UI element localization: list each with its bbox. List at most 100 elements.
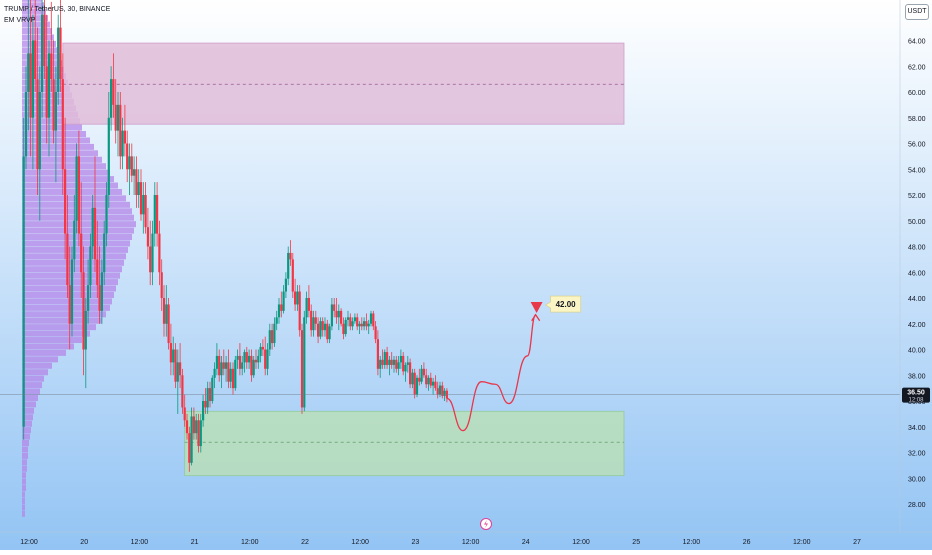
candle-body bbox=[254, 359, 258, 363]
volume-profile-bar bbox=[22, 427, 31, 434]
candle-body bbox=[57, 27, 60, 92]
volume-profile-bar bbox=[22, 176, 114, 183]
candle-body bbox=[98, 285, 101, 311]
candle-body bbox=[317, 323, 320, 337]
candle-body bbox=[305, 298, 308, 318]
volume-profile-bar bbox=[22, 369, 48, 376]
candle-body bbox=[24, 92, 28, 157]
candle-body bbox=[248, 355, 251, 363]
target-label-box[interactable] bbox=[545, 295, 581, 313]
candle-body bbox=[404, 364, 407, 372]
candle-body bbox=[146, 227, 149, 247]
candle-body bbox=[436, 388, 439, 395]
candle-body bbox=[41, 14, 44, 92]
candle-body bbox=[342, 323, 345, 335]
candle-body bbox=[165, 304, 168, 324]
candle-body bbox=[121, 130, 124, 157]
candle-body bbox=[119, 104, 122, 157]
volume-profile-bar bbox=[22, 504, 25, 511]
x-tick-label: 24 bbox=[522, 539, 530, 546]
candle-body bbox=[52, 79, 55, 131]
candle-body bbox=[176, 362, 179, 382]
volume-profile-bar bbox=[22, 394, 38, 401]
candle-body bbox=[443, 390, 446, 396]
indicator-label[interactable]: EM VRVP bbox=[4, 17, 36, 24]
candle-body bbox=[91, 207, 94, 247]
volume-profile-bar bbox=[22, 291, 114, 298]
candle-body bbox=[415, 377, 419, 395]
candle-body bbox=[229, 368, 232, 382]
x-tick-label: 12:00 bbox=[131, 539, 149, 546]
candle-body bbox=[358, 323, 361, 327]
candle-body bbox=[392, 359, 396, 365]
current-price-value: 36.50 bbox=[907, 390, 925, 397]
volume-profile-bar bbox=[22, 420, 32, 427]
candle-body bbox=[218, 355, 221, 376]
candle-body bbox=[303, 317, 306, 408]
volume-profile-bar bbox=[22, 362, 52, 369]
candle-body bbox=[215, 355, 218, 369]
volume-profile-bar bbox=[22, 465, 27, 472]
candle-body bbox=[158, 233, 161, 273]
candle-body bbox=[236, 355, 239, 360]
candle-body bbox=[87, 285, 90, 311]
x-tick-label: 12:00 bbox=[351, 539, 369, 546]
volume-profile-bar bbox=[22, 182, 118, 189]
candle-body bbox=[144, 195, 147, 228]
candle-body bbox=[282, 291, 285, 311]
candle-body bbox=[300, 330, 304, 408]
x-tick-label: 20 bbox=[80, 539, 88, 546]
candle-body bbox=[238, 355, 241, 369]
volume-profile-bar bbox=[22, 510, 25, 517]
candle-body bbox=[434, 381, 437, 389]
candle-body bbox=[257, 355, 260, 363]
candle-body bbox=[333, 304, 336, 311]
candle-body bbox=[137, 182, 140, 195]
candle-body bbox=[47, 53, 51, 118]
candle-body bbox=[61, 79, 64, 170]
candle-body bbox=[29, 53, 32, 118]
candle-body bbox=[89, 246, 92, 286]
volume-profile-bar bbox=[22, 40, 56, 47]
candle-body bbox=[340, 310, 343, 324]
x-tick-label: 12:00 bbox=[572, 539, 590, 546]
candle-body bbox=[174, 349, 177, 382]
volume-profile-bar bbox=[22, 491, 25, 498]
resistance-zone[interactable] bbox=[62, 42, 625, 125]
candle-body bbox=[126, 143, 129, 170]
candle-body bbox=[390, 359, 393, 365]
volume-profile-bar bbox=[22, 311, 106, 318]
candle-body bbox=[289, 252, 292, 260]
candle-body bbox=[213, 368, 216, 378]
candle-body bbox=[50, 53, 53, 80]
projection-path[interactable] bbox=[446, 314, 537, 432]
down-triangle-icon[interactable] bbox=[530, 302, 543, 314]
candle-body bbox=[353, 317, 356, 322]
candle-body bbox=[105, 195, 108, 234]
volume-profile-bar bbox=[22, 234, 132, 241]
support-zone[interactable] bbox=[184, 410, 625, 477]
currency-badge[interactable]: USDT bbox=[905, 4, 929, 20]
volume-profile-bar bbox=[22, 143, 94, 150]
volume-profile-bar bbox=[22, 375, 44, 382]
candle-body bbox=[38, 92, 41, 170]
candle-body bbox=[103, 233, 106, 273]
candle-body bbox=[323, 323, 327, 331]
y-tick-label: 34.00 bbox=[908, 425, 926, 432]
volume-profile-bar bbox=[22, 446, 28, 453]
candle-body bbox=[142, 195, 145, 215]
candle-body bbox=[195, 420, 198, 434]
volume-profile-bar bbox=[22, 240, 130, 247]
candle-body bbox=[156, 195, 159, 234]
candle-body bbox=[245, 352, 248, 363]
candle-body bbox=[420, 368, 423, 382]
candle-body bbox=[80, 233, 83, 273]
x-tick-label: 27 bbox=[853, 539, 861, 546]
candle-body bbox=[160, 272, 163, 298]
volume-profile-bar bbox=[22, 330, 90, 337]
candle-body bbox=[231, 368, 235, 389]
volume-profile-bar bbox=[22, 356, 58, 363]
candle-body bbox=[128, 156, 131, 170]
candle-body bbox=[335, 310, 338, 318]
